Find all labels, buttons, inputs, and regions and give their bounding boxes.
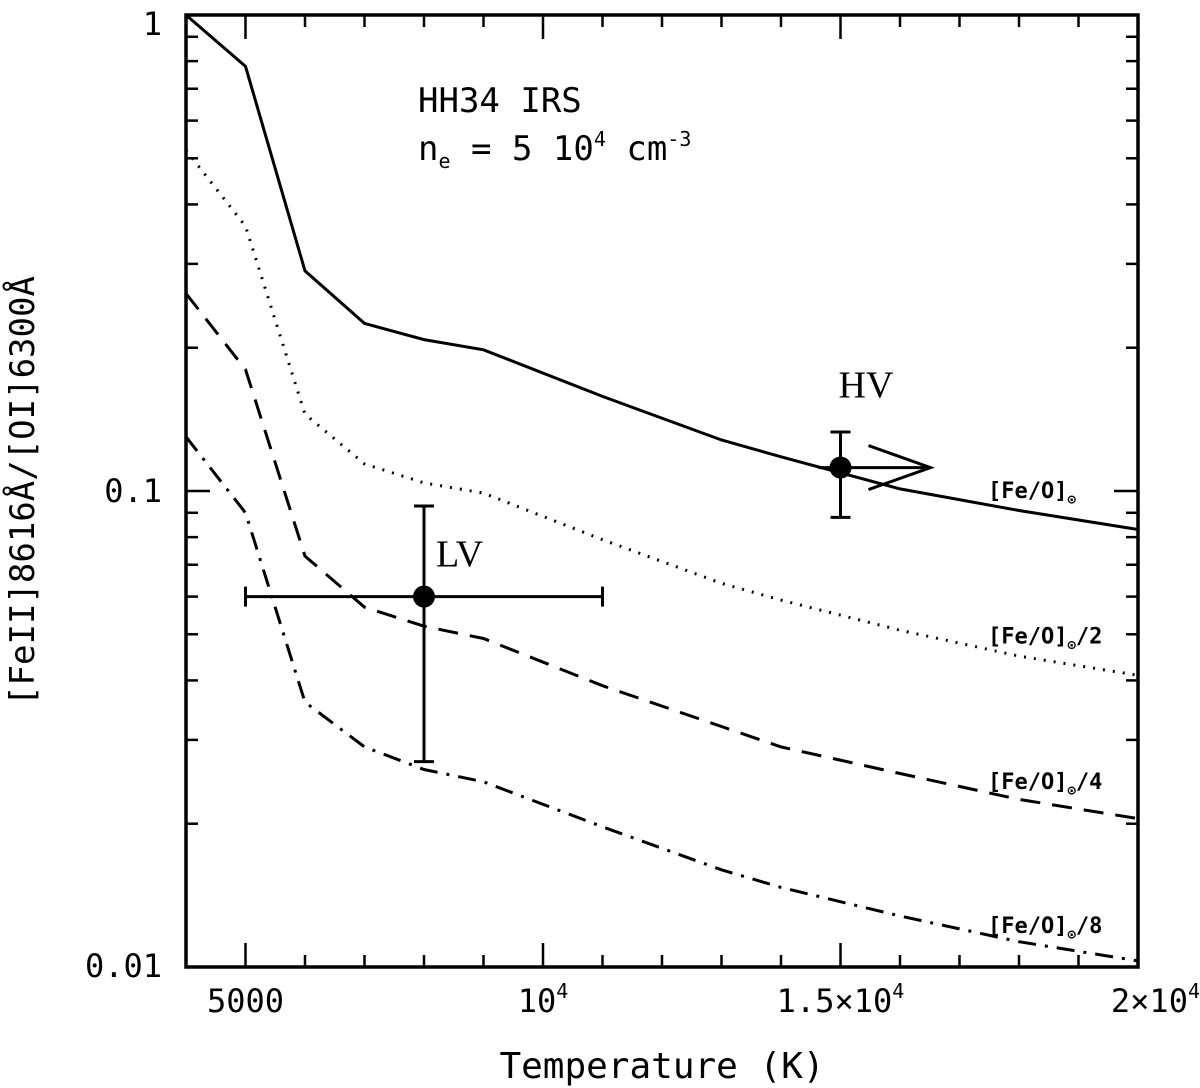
- series-line-dashed: [184, 292, 1139, 821]
- x-tick-label: 1.5×104: [777, 979, 905, 1020]
- limit-arrowhead: [867, 444, 935, 491]
- annotation-density: ne = 5 104 cm-3: [418, 127, 691, 173]
- series-label: [Fe/O]⊙/8: [988, 914, 1102, 943]
- y-tick-label: 0.1: [104, 472, 162, 510]
- x-tick-label: 104: [518, 979, 569, 1020]
- series-labels: [Fe/O]⊙ [Fe/O]⊙/2 [Fe/O]⊙/4 [Fe/O]⊙/8: [988, 479, 1102, 943]
- x-axis-label: Temperature (K): [499, 1046, 824, 1087]
- series-line-solid: [185, 13, 1139, 531]
- data-point-lv: [413, 585, 435, 608]
- data-points: LV HV: [244, 365, 935, 764]
- annotation-object: HH34 IRS: [418, 81, 582, 121]
- point-label-hv: HV: [839, 365, 894, 407]
- y-axis-label: [FeII]8616Å/[OI]6300Å: [2, 276, 43, 706]
- tick-labels: 5000 104 1.5×104 2×104 1 0.1 0.01: [85, 5, 1200, 1020]
- y-tick-label: 1: [143, 5, 162, 43]
- y-tick-label: 0.01: [85, 947, 162, 985]
- series-label: [Fe/O]⊙: [988, 479, 1076, 508]
- series-label: [Fe/O]⊙/2: [988, 624, 1102, 653]
- series-label: [Fe/O]⊙/4: [988, 770, 1102, 799]
- tick-marks: [186, 15, 1138, 967]
- x-tick-label: 5000: [207, 982, 284, 1020]
- series-line-dashdot: [184, 435, 1139, 963]
- series-lines: [184, 13, 1139, 963]
- data-point-hv: [829, 456, 852, 479]
- x-tick-label: 2×104: [1111, 979, 1200, 1020]
- point-label-lv: LV: [436, 534, 484, 576]
- series-line-dotted: [184, 149, 1139, 677]
